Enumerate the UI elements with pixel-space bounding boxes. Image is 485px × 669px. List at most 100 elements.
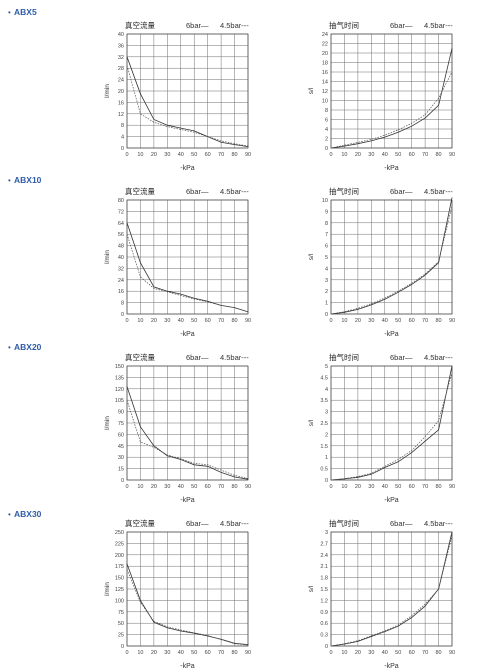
y-tick-label: 72 bbox=[118, 209, 124, 215]
y-tick-label: 20 bbox=[118, 89, 124, 95]
data-point bbox=[193, 462, 195, 464]
x-tick-label: 40 bbox=[178, 318, 184, 324]
y-tick-label: 150 bbox=[115, 364, 124, 370]
data-point bbox=[126, 569, 128, 570]
data-point bbox=[384, 630, 386, 632]
x-tick-label: 70 bbox=[422, 484, 428, 490]
data-point bbox=[126, 563, 128, 565]
data-point bbox=[397, 461, 399, 463]
data-point bbox=[344, 478, 345, 479]
y-tick-label: 7 bbox=[325, 232, 328, 238]
y-tick-label: 2.5 bbox=[320, 421, 328, 427]
series-line bbox=[126, 386, 249, 480]
data-point bbox=[234, 476, 235, 478]
y-tick-label: 4 bbox=[325, 127, 328, 133]
y-tick-label: 12 bbox=[118, 112, 124, 118]
data-point bbox=[397, 459, 399, 460]
x-tick-label: 80 bbox=[435, 318, 441, 324]
x-tick-label: 90 bbox=[449, 152, 455, 158]
y-tick-label: 0.6 bbox=[320, 621, 328, 627]
series-line bbox=[126, 569, 249, 646]
x-tick-label: 30 bbox=[164, 318, 170, 324]
series-6bar bbox=[126, 56, 249, 147]
plot-frame bbox=[330, 33, 453, 149]
y-tick-label: 8 bbox=[121, 301, 124, 307]
x-tick-label: 70 bbox=[422, 152, 428, 158]
data-point bbox=[140, 262, 141, 264]
data-point bbox=[180, 458, 182, 460]
section-bullet: • bbox=[8, 510, 11, 519]
data-point bbox=[166, 626, 168, 628]
legend-4-5bar: 4.5bar--- bbox=[424, 353, 453, 362]
data-point bbox=[140, 426, 141, 428]
data-point bbox=[411, 284, 413, 285]
data-point bbox=[193, 298, 195, 300]
data-point bbox=[180, 630, 182, 632]
data-point bbox=[357, 641, 359, 642]
grid bbox=[330, 365, 453, 481]
x-tick-label: 40 bbox=[382, 318, 388, 324]
y-tick-label: 105 bbox=[115, 398, 124, 404]
legend-4-5bar: 4.5bar--- bbox=[424, 519, 453, 528]
data-point bbox=[438, 420, 439, 422]
data-point bbox=[180, 127, 182, 129]
x-tick-label: 30 bbox=[164, 152, 170, 158]
y-tick-label: 5 bbox=[325, 364, 328, 370]
y-tick-label: 125 bbox=[115, 587, 124, 593]
data-point bbox=[153, 288, 155, 289]
legend-4-5bar: 4.5bar--- bbox=[424, 187, 453, 196]
legend-4-5bar: 4.5bar--- bbox=[220, 21, 249, 30]
x-tick-label: 0 bbox=[329, 152, 332, 158]
data-point bbox=[166, 291, 168, 293]
x-tick-label: 70 bbox=[218, 152, 224, 158]
x-axis-label: -kPa bbox=[180, 165, 195, 172]
x-tick-label: 60 bbox=[205, 152, 211, 158]
legend-6bar: 6bar— bbox=[390, 353, 413, 362]
plot-frame bbox=[330, 199, 453, 315]
y-tick-label: 8 bbox=[325, 221, 328, 227]
data-point bbox=[180, 295, 182, 296]
y-tick-label: 6 bbox=[325, 118, 328, 124]
series-line bbox=[330, 205, 453, 315]
data-point bbox=[344, 144, 345, 146]
data-point bbox=[193, 632, 195, 634]
data-point bbox=[438, 262, 439, 264]
y-tick-label: 22 bbox=[322, 42, 328, 48]
data-point bbox=[424, 117, 426, 119]
y-tick-label: 1 bbox=[325, 301, 328, 307]
y-tick-label: 40 bbox=[118, 32, 124, 38]
series-6bar bbox=[126, 386, 249, 480]
section-label: ABX30 bbox=[14, 509, 42, 519]
x-tick-label: 30 bbox=[164, 650, 170, 656]
y-tick-label: 0 bbox=[325, 644, 328, 650]
y-tick-label: 6 bbox=[325, 244, 328, 250]
data-point bbox=[140, 601, 141, 603]
data-point bbox=[153, 446, 155, 448]
data-point bbox=[207, 635, 209, 636]
series-4-5bar bbox=[330, 205, 453, 315]
data-point bbox=[153, 621, 155, 622]
x-tick-label: 20 bbox=[151, 484, 157, 490]
data-point bbox=[140, 113, 141, 115]
x-tick-label: 10 bbox=[341, 484, 347, 490]
y-tick-label: 75 bbox=[118, 610, 124, 616]
data-point bbox=[438, 97, 439, 99]
y-tick-label: 3 bbox=[325, 410, 328, 416]
data-point bbox=[370, 304, 372, 306]
x-tick-label: 70 bbox=[218, 318, 224, 324]
x-tick-label: 20 bbox=[355, 484, 361, 490]
data-point bbox=[451, 197, 453, 199]
x-tick-label: 0 bbox=[125, 484, 128, 490]
data-point bbox=[384, 631, 386, 632]
y-tick-label: 250 bbox=[115, 530, 124, 536]
y-tick-label: 120 bbox=[115, 387, 124, 393]
data-point bbox=[180, 129, 182, 130]
y-axis-label: s/l bbox=[308, 87, 315, 94]
section-label: ABX10 bbox=[14, 175, 42, 185]
x-axis-label: -kPa bbox=[180, 331, 195, 338]
data-point bbox=[247, 146, 249, 147]
y-tick-label: 175 bbox=[115, 564, 124, 570]
data-point bbox=[424, 114, 426, 116]
series-line bbox=[330, 535, 453, 647]
data-point bbox=[193, 130, 195, 132]
